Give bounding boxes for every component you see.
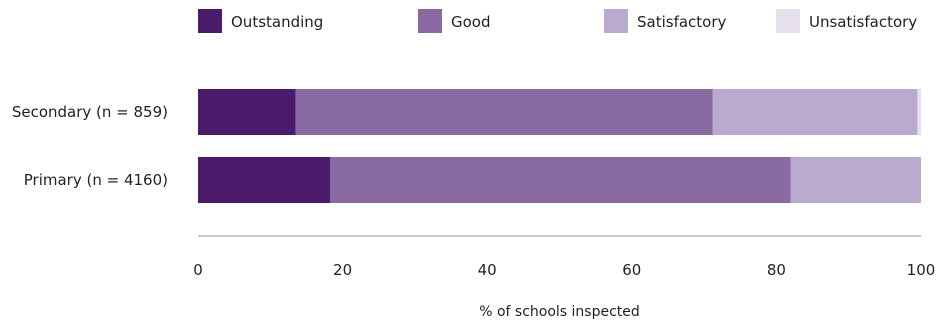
legend-label-good: Good	[451, 13, 491, 31]
legend-label-outstanding: Outstanding	[231, 13, 323, 31]
category-label: Primary (n = 4160)	[24, 171, 168, 189]
x-tick-label: 40	[478, 261, 497, 279]
legend: Outstanding Good Satisfactory Unsatisfactor…	[198, 9, 917, 33]
x-tick-label: 20	[333, 261, 352, 279]
bar-segment-outstanding	[198, 89, 296, 135]
x-tick-label: 0	[193, 261, 203, 279]
bar-segment-good	[295, 89, 713, 135]
bar-segment-unsatisfactory	[917, 89, 921, 135]
x-tick-label: 60	[622, 261, 641, 279]
legend-swatch-satisfactory	[604, 9, 628, 33]
legend-label-satisfactory: Satisfactory	[637, 13, 727, 31]
bar-segment-outstanding	[198, 157, 331, 203]
bar-segment-satisfactory	[790, 157, 921, 203]
legend-swatch-good	[418, 9, 442, 33]
plot-area	[198, 89, 921, 203]
bar-segment-satisfactory	[712, 89, 918, 135]
legend-label-unsatisfactory: Unsatisfactory	[809, 13, 917, 31]
legend-swatch-outstanding	[198, 9, 222, 33]
x-axis-tick-labels: 0 20 40 60 80 100	[193, 261, 935, 279]
x-tick-label: 80	[767, 261, 786, 279]
x-tick-label: 100	[907, 261, 936, 279]
x-axis-title: % of schools inspected	[479, 304, 640, 320]
legend-swatch-unsatisfactory	[776, 9, 800, 33]
bar-segment-good	[330, 157, 791, 203]
category-label: Secondary (n = 859)	[12, 103, 168, 121]
category-axis-labels: Secondary (n = 859) Primary (n = 4160)	[12, 103, 168, 189]
